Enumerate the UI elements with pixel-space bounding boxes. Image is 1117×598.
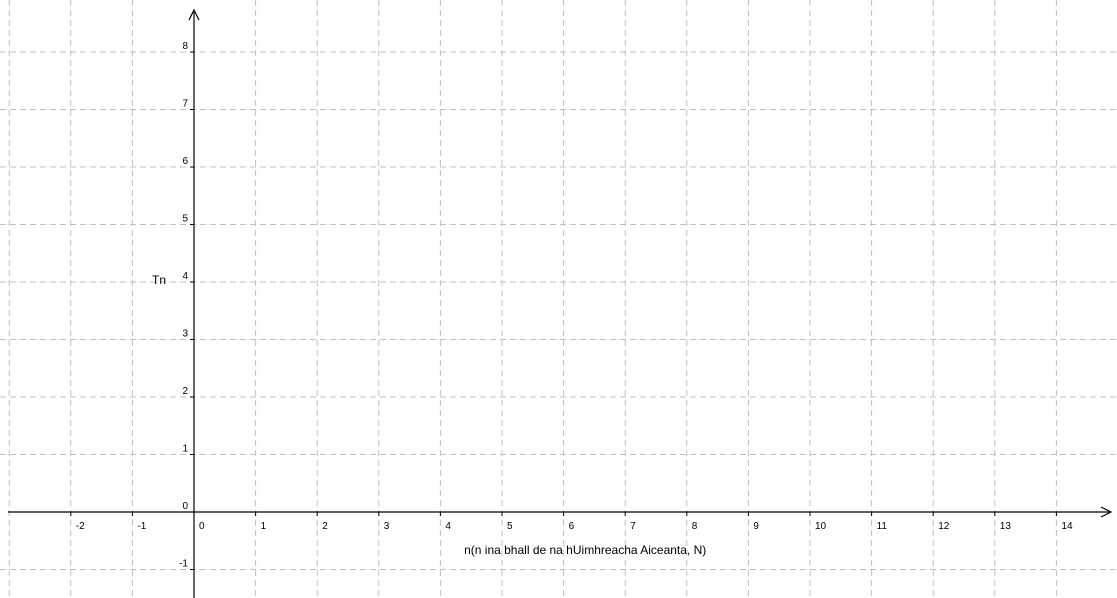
x-axis-label: n(n ina bhall de na hUimhreacha Aiceanta… xyxy=(464,543,706,557)
y-tick-label: 4 xyxy=(182,271,188,282)
x-tick-label: 7 xyxy=(630,521,636,532)
x-tick-label: 3 xyxy=(384,521,390,532)
x-tick-label: 2 xyxy=(322,521,328,532)
x-tick-label: 11 xyxy=(877,521,888,532)
x-tick-label: 1 xyxy=(261,521,267,532)
axes xyxy=(8,8,1113,598)
x-tick-label: 12 xyxy=(938,521,950,532)
x-tick-label: 0 xyxy=(199,521,205,532)
x-tick-label: 10 xyxy=(815,521,827,532)
y-tick-label: 3 xyxy=(182,329,188,340)
y-tick-label: 2 xyxy=(182,386,188,397)
y-tick-label: 5 xyxy=(182,214,188,225)
x-tick-label: 4 xyxy=(445,521,451,532)
x-tick-label: -1 xyxy=(137,521,146,532)
x-tick-label: 14 xyxy=(1061,521,1073,532)
x-tick-label: -2 xyxy=(76,521,85,532)
y-tick-label: 8 xyxy=(182,41,188,52)
x-tick-label: 6 xyxy=(569,521,575,532)
y-tick-label: -1 xyxy=(179,559,188,570)
y-tick-label: 7 xyxy=(182,99,188,110)
y-tick-label: 1 xyxy=(182,444,188,455)
y-tick-label: 6 xyxy=(182,156,188,167)
y-axis-arrow xyxy=(188,8,200,21)
x-tick-label: 13 xyxy=(1000,521,1012,532)
x-tick-label: 5 xyxy=(507,521,513,532)
x-tick-label: 9 xyxy=(753,521,759,532)
y-axis-label: Tn xyxy=(152,273,166,287)
y-tick-label: 0 xyxy=(182,501,188,512)
x-tick-label: 8 xyxy=(692,521,698,532)
x-axis-arrow xyxy=(1100,506,1113,518)
